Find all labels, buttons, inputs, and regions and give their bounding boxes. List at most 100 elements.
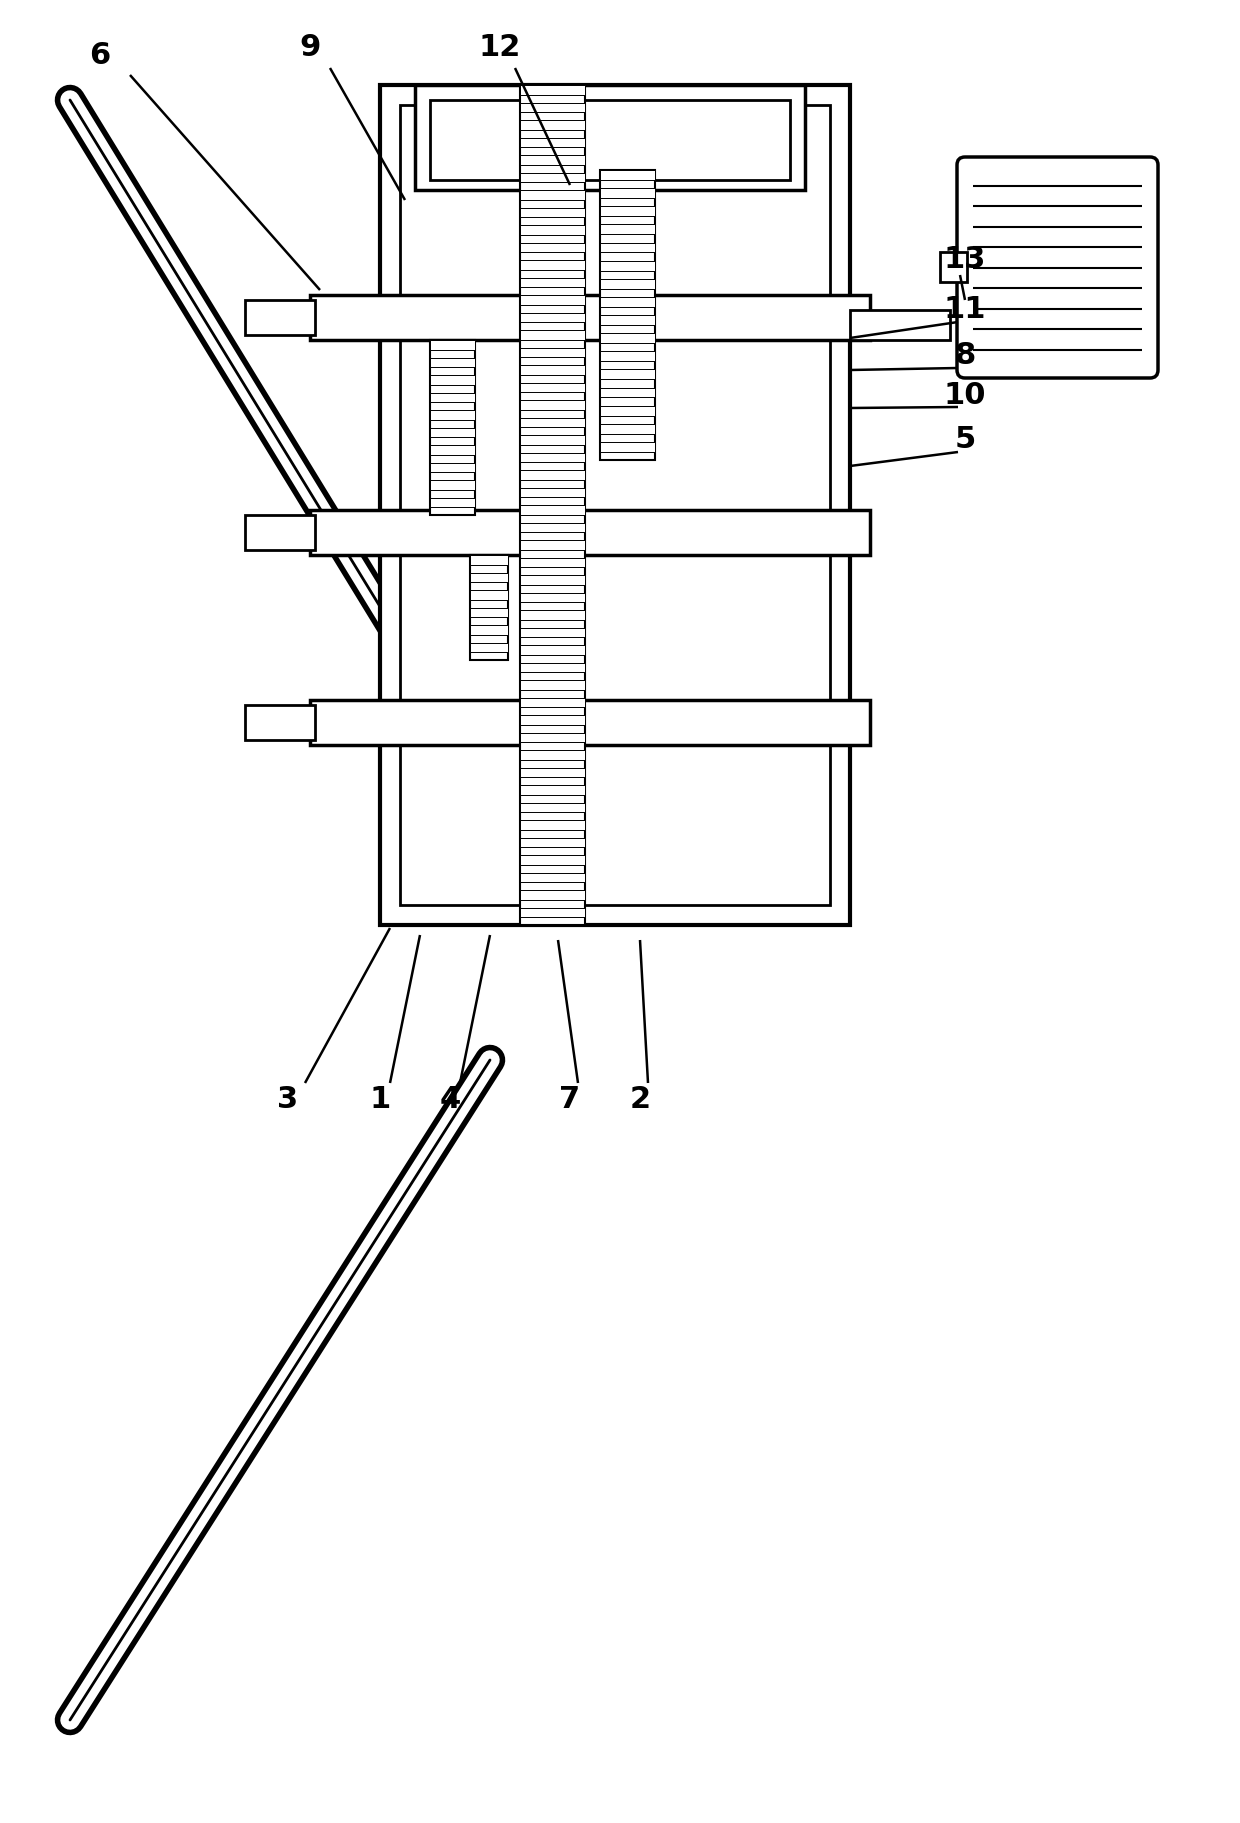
Bar — [600, 188, 655, 199]
Bar — [430, 479, 475, 490]
Bar — [600, 388, 655, 397]
Bar — [520, 733, 585, 742]
Bar — [600, 279, 655, 288]
Bar — [520, 86, 585, 95]
Bar — [430, 100, 790, 180]
Bar — [520, 767, 585, 777]
Text: 13: 13 — [944, 246, 986, 275]
Bar — [470, 642, 508, 653]
Bar — [520, 715, 585, 724]
Bar — [430, 463, 475, 472]
Bar — [520, 224, 585, 235]
Bar — [520, 487, 585, 498]
Bar — [940, 252, 967, 283]
Bar — [430, 428, 475, 438]
Text: 8: 8 — [955, 341, 976, 370]
Bar — [520, 574, 585, 585]
Bar — [470, 572, 508, 582]
Bar — [246, 516, 315, 551]
Bar — [520, 837, 585, 848]
Bar — [600, 170, 655, 180]
Bar — [470, 625, 508, 634]
Bar — [600, 352, 655, 361]
Bar — [600, 206, 655, 217]
Bar — [520, 890, 585, 899]
Text: 12: 12 — [479, 33, 521, 62]
Bar — [849, 310, 950, 341]
Bar — [520, 749, 585, 760]
Bar — [430, 392, 475, 403]
Bar — [520, 137, 585, 148]
Bar — [520, 908, 585, 917]
Bar — [520, 312, 585, 323]
Bar — [379, 86, 849, 924]
Bar — [430, 376, 475, 385]
Text: 2: 2 — [630, 1085, 651, 1114]
Bar — [520, 592, 585, 602]
Bar — [600, 423, 655, 434]
Bar — [520, 417, 585, 427]
Bar — [520, 348, 585, 357]
Bar — [520, 820, 585, 829]
Bar — [520, 190, 585, 201]
Bar — [430, 410, 475, 419]
Text: 4: 4 — [439, 1085, 460, 1114]
Text: 3: 3 — [278, 1085, 299, 1114]
Bar — [520, 208, 585, 217]
Bar — [520, 452, 585, 461]
Bar — [520, 540, 585, 549]
Bar — [246, 706, 315, 740]
Text: 11: 11 — [944, 295, 986, 324]
Bar — [520, 383, 585, 392]
Bar — [600, 297, 655, 306]
Bar — [520, 698, 585, 707]
Bar — [520, 155, 585, 164]
Bar — [520, 365, 585, 374]
Bar — [520, 277, 585, 288]
Bar — [600, 441, 655, 452]
Bar — [430, 341, 475, 350]
Bar — [600, 370, 655, 379]
Bar — [470, 607, 508, 618]
Bar — [600, 170, 655, 459]
Bar — [520, 523, 585, 532]
Bar — [520, 505, 585, 514]
Text: 1: 1 — [370, 1085, 391, 1114]
Bar — [520, 295, 585, 304]
Bar — [520, 680, 585, 689]
Bar — [520, 102, 585, 113]
Bar — [520, 399, 585, 410]
Bar — [415, 86, 805, 190]
Bar — [310, 510, 870, 554]
Text: 5: 5 — [955, 425, 976, 454]
Bar — [600, 315, 655, 324]
Text: 7: 7 — [559, 1085, 580, 1114]
Bar — [600, 242, 655, 252]
Bar — [520, 86, 585, 924]
Bar — [520, 470, 585, 479]
Bar — [430, 445, 475, 454]
Text: 10: 10 — [944, 381, 986, 410]
Bar — [520, 627, 585, 636]
Bar — [600, 261, 655, 270]
Text: 6: 6 — [89, 40, 110, 69]
Bar — [520, 873, 585, 882]
Bar — [520, 786, 585, 795]
Bar — [520, 558, 585, 567]
Bar — [600, 224, 655, 235]
Bar — [520, 330, 585, 339]
Bar — [600, 334, 655, 343]
Bar — [520, 645, 585, 654]
Bar — [520, 611, 585, 620]
Bar — [430, 357, 475, 366]
Bar — [430, 341, 475, 516]
Bar — [520, 242, 585, 252]
Bar — [470, 591, 508, 600]
Bar — [401, 106, 830, 904]
Bar — [520, 855, 585, 864]
Bar — [470, 554, 508, 565]
Bar — [600, 407, 655, 416]
Bar — [520, 662, 585, 673]
Bar — [470, 554, 508, 660]
Bar — [430, 498, 475, 507]
